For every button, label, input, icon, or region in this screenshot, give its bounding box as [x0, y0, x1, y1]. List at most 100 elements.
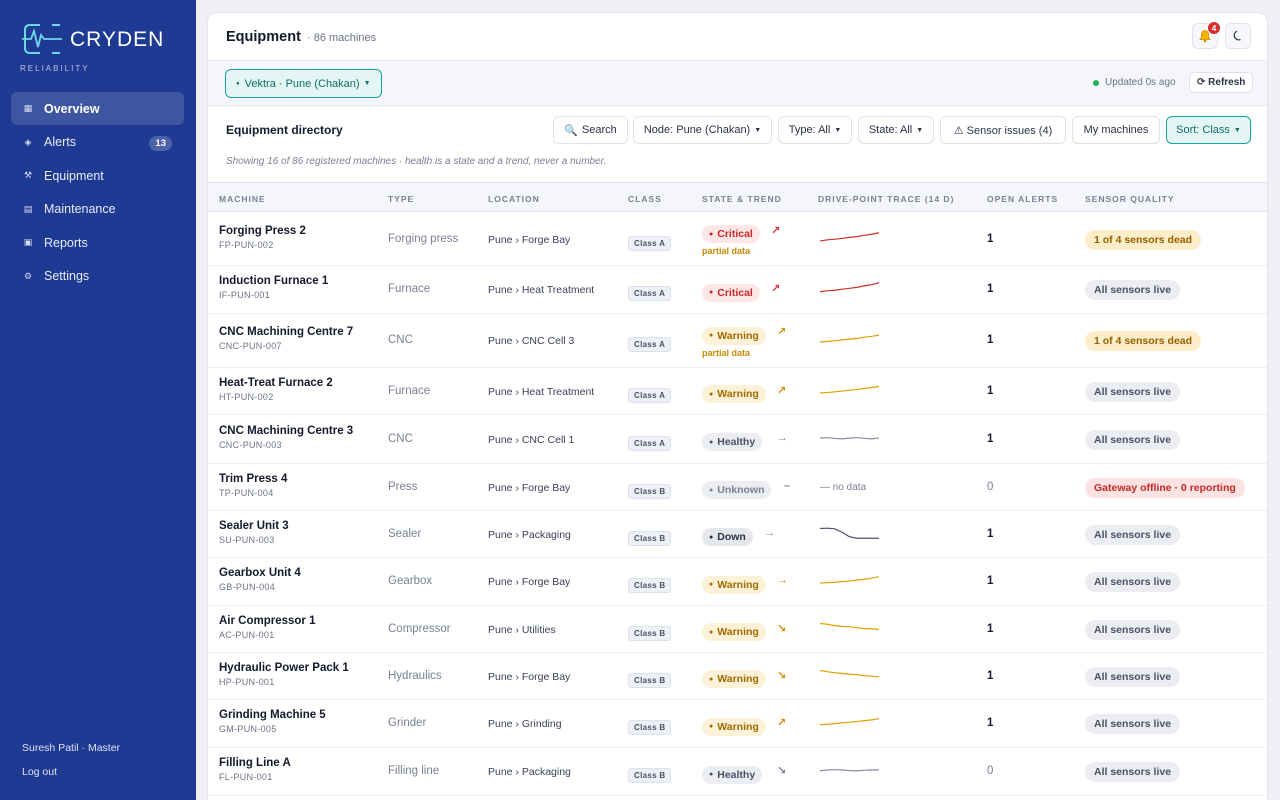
- column-header[interactable]: OPEN ALERTS: [987, 194, 1059, 204]
- sensor-quality-badge[interactable]: 1 of 4 sensors dead: [1085, 229, 1202, 250]
- column-header[interactable]: SENSOR QUALITY: [1085, 194, 1175, 204]
- sidebar-item-equipment[interactable]: ⚒ Equipment: [11, 159, 184, 192]
- sensor-issues-filter[interactable]: ⚠ Sensor issues (4): [940, 116, 1066, 144]
- open-alerts-count[interactable]: 0: [987, 480, 994, 493]
- table-row[interactable]: Hydraulic Power Pack 1 HP-PUN-001 Hydraul…: [208, 653, 1267, 700]
- machine-name[interactable]: Filling Line A: [219, 757, 291, 769]
- column-header[interactable]: TYPE: [388, 194, 415, 204]
- machine-name[interactable]: CNC Machining Centre 3: [219, 424, 354, 437]
- state-filter[interactable]: State: All ▼: [858, 116, 934, 144]
- state-cell: ● Warning: [702, 573, 766, 594]
- table-row[interactable]: Filling Line A FL-PUN-001 Filling line Pun…: [208, 748, 1267, 796]
- state-cell: ● Warning partial data: [702, 324, 766, 358]
- machine-cell: Induction Furnace 1 IF-PUN-001: [219, 275, 328, 300]
- open-alerts-count[interactable]: 1: [987, 334, 994, 346]
- sidebar-item-reports[interactable]: ▣ Reports: [11, 226, 184, 259]
- table-row[interactable]: Forging Press 2 FP-PUN-002 Forging press P…: [208, 213, 1267, 266]
- open-alerts-count[interactable]: 1: [987, 384, 994, 397]
- sidebar-item-label: Equipment: [44, 168, 104, 183]
- sensor-quality-badge[interactable]: All sensors live: [1085, 429, 1181, 450]
- state-cell: ● Critical: [702, 281, 760, 302]
- machine-id: HP-PUN-001: [219, 676, 275, 687]
- open-alerts-count[interactable]: 1: [987, 669, 994, 682]
- machine-name[interactable]: Forging Press 2: [219, 224, 306, 237]
- machine-name[interactable]: Induction Furnace 1: [219, 275, 329, 287]
- column-header[interactable]: MACHINE: [219, 194, 266, 204]
- alerts-count-badge: 13: [149, 135, 172, 151]
- trend-arrow-icon: –: [784, 479, 791, 492]
- machine-name[interactable]: Gearbox Unit 4: [219, 567, 301, 579]
- sparkline-trace: [820, 333, 880, 345]
- notifications-button[interactable]: 4: [1192, 21, 1221, 49]
- trend-arrow-icon: ↗: [777, 717, 787, 729]
- machine-type: Furnace: [388, 283, 431, 295]
- table-row[interactable]: Trim Press 4 TP-PUN-004 Press Pune › Forge…: [208, 464, 1267, 511]
- state-label: Critical: [717, 228, 753, 240]
- sidebar-item-overview[interactable]: ▦ Overview: [11, 92, 184, 125]
- sidebar-item-maintenance[interactable]: ▤ Maintenance: [11, 193, 184, 226]
- table-row[interactable]: Heat-Treat Furnace 2 HT-PUN-002 Furnace Pu…: [208, 368, 1267, 415]
- open-alerts-count[interactable]: 1: [987, 232, 994, 245]
- machine-name[interactable]: Sealer Unit 3: [219, 519, 289, 532]
- sensor-quality-badge[interactable]: All sensors live: [1085, 572, 1181, 592]
- node-filter[interactable]: Node: Pune (Chakan) ▼: [633, 116, 772, 144]
- sensor-quality-badge[interactable]: All sensors live: [1085, 714, 1181, 734]
- machine-name[interactable]: CNC Machining Centre 7: [219, 326, 354, 338]
- class-cell: Class A: [628, 385, 672, 403]
- machine-name[interactable]: Grinding Machine 5: [219, 709, 326, 721]
- refresh-button[interactable]: ⟳ Refresh: [1189, 72, 1254, 93]
- sensor-quality-badge[interactable]: All sensors live: [1085, 619, 1181, 640]
- table-row[interactable]: CNC Machining Centre 7 CNC-PUN-007 CNC Pun…: [208, 314, 1267, 368]
- column-header[interactable]: DRIVE-POINT TRACE (14 D): [818, 194, 955, 204]
- open-alerts-count[interactable]: 1: [987, 622, 994, 635]
- table-row[interactable]: Induction Furnace 1 IF-PUN-001 Furnace Pun…: [208, 266, 1267, 314]
- sparkline-trace: [820, 232, 880, 244]
- table-row[interactable]: Gearbox Unit 4 GB-PUN-004 Gearbox Pune › F…: [208, 558, 1267, 606]
- open-alerts-count[interactable]: 1: [987, 717, 994, 729]
- sensor-quality-badge[interactable]: All sensors live: [1085, 524, 1181, 545]
- column-header[interactable]: CLASS: [628, 194, 662, 204]
- open-alerts-count[interactable]: 1: [987, 527, 994, 540]
- sensor-quality-badge[interactable]: All sensors live: [1085, 381, 1181, 402]
- sort-dropdown[interactable]: Sort: Class ▼: [1166, 116, 1251, 144]
- sidebar-item-settings[interactable]: ⚙ Settings: [11, 260, 184, 293]
- sort-label: Sort: Class: [1176, 124, 1230, 136]
- node-selector[interactable]: ● Vektra · Pune (Chakan) ▼: [225, 69, 382, 98]
- sidebar-item-alerts[interactable]: ◈ Alerts 13: [11, 126, 184, 159]
- table-row[interactable]: Grinding Machine 5 GM-PUN-005 Grinder Pune…: [208, 700, 1267, 748]
- machine-name[interactable]: Trim Press 4: [219, 472, 288, 485]
- sensor-quality-badge[interactable]: Gateway offline · 0 reporting: [1085, 477, 1245, 498]
- machine-name[interactable]: Heat-Treat Furnace 2: [219, 376, 333, 389]
- class-cell: Class B: [628, 528, 672, 546]
- state-dot-icon: ●: [709, 486, 714, 494]
- state-badge: ● Warning: [702, 385, 766, 403]
- machine-name[interactable]: Hydraulic Power Pack 1: [219, 661, 349, 674]
- my-machines-filter[interactable]: My machines: [1072, 116, 1160, 144]
- state-cell: ● Unknown: [702, 479, 772, 499]
- open-alerts-count[interactable]: 1: [987, 575, 994, 587]
- sensor-quality-badge[interactable]: All sensors live: [1085, 762, 1181, 782]
- table-row[interactable]: Air Compressor 1 AC-PUN-001 Compressor Pun…: [208, 606, 1267, 653]
- brand-subtitle: RELIABILITY: [20, 64, 90, 73]
- sensor-quality-badge[interactable]: All sensors live: [1085, 666, 1181, 687]
- type-filter[interactable]: Type: All ▼: [778, 116, 852, 144]
- table-row[interactable]: Sealer Unit 3 SU-PUN-003 Sealer Pune › Pac…: [208, 511, 1267, 558]
- machine-type: Forging press: [388, 232, 459, 245]
- column-header[interactable]: LOCATION: [488, 194, 540, 204]
- table-row[interactable]: CNC Machining Centre 3 CNC-PUN-003 CNC Pun…: [208, 415, 1267, 464]
- trend-arrow-icon: →: [777, 431, 788, 444]
- theme-toggle-button[interactable]: [1225, 23, 1251, 49]
- sensor-quality-badge[interactable]: All sensors live: [1085, 280, 1181, 300]
- column-header[interactable]: STATE & TREND: [702, 194, 782, 204]
- open-alerts-count[interactable]: 1: [987, 432, 994, 445]
- state-label: Warning: [717, 673, 759, 685]
- open-alerts-count[interactable]: 0: [987, 765, 994, 777]
- state-badge: ● Warning: [702, 670, 766, 688]
- logout-link[interactable]: Log out: [22, 766, 58, 778]
- filter-bar: ● Vektra · Pune (Chakan) ▼ Updated 0s ag…: [208, 61, 1267, 106]
- open-alerts-count[interactable]: 1: [987, 283, 994, 295]
- sensor-quality-badge[interactable]: 1 of 4 sensors dead: [1085, 331, 1202, 351]
- search-button[interactable]: 🔍 Search: [553, 116, 628, 144]
- state-dot-icon: ●: [709, 289, 714, 296]
- machine-name[interactable]: Air Compressor 1: [219, 614, 316, 627]
